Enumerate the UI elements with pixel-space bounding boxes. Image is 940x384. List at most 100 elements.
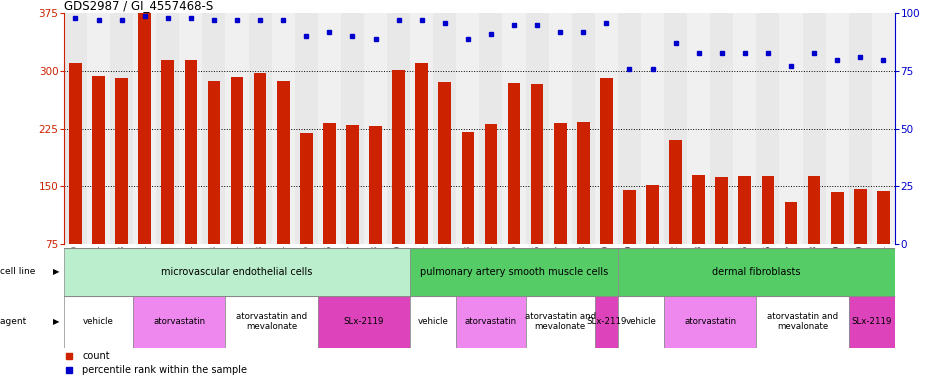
Bar [64, 13, 87, 244]
Bar [687, 13, 711, 244]
Text: cell line: cell line [0, 267, 39, 276]
Bar [248, 13, 272, 244]
Bar [785, 202, 797, 244]
Bar [664, 13, 687, 244]
Bar [116, 78, 128, 244]
Bar [156, 13, 180, 244]
Bar [180, 13, 202, 244]
Bar [64, 248, 410, 296]
Text: SLx-2119: SLx-2119 [587, 317, 627, 326]
Bar [825, 13, 849, 244]
Bar [456, 13, 479, 244]
Bar [133, 13, 156, 244]
Bar [254, 73, 266, 244]
Bar [508, 83, 521, 244]
Bar [849, 296, 895, 348]
Text: ▶: ▶ [53, 267, 59, 276]
Bar [64, 296, 133, 348]
Bar [554, 123, 567, 244]
Text: atorvastatin: atorvastatin [684, 317, 736, 326]
Bar [693, 175, 705, 244]
Bar [871, 13, 895, 244]
Bar [807, 176, 821, 244]
Bar [525, 13, 549, 244]
Bar [669, 140, 682, 244]
Bar [92, 76, 105, 244]
Bar [110, 13, 133, 244]
Bar [877, 191, 889, 244]
Text: percentile rank within the sample: percentile rank within the sample [82, 365, 247, 375]
Bar [572, 13, 595, 244]
Bar [277, 81, 290, 244]
Bar [623, 190, 635, 244]
Bar [341, 13, 364, 244]
Bar [600, 78, 613, 244]
Text: vehicle: vehicle [83, 317, 114, 326]
Text: vehicle: vehicle [625, 317, 656, 326]
Bar [369, 126, 382, 244]
Bar [387, 13, 410, 244]
Bar [226, 13, 248, 244]
Text: count: count [82, 351, 110, 361]
Bar [456, 296, 525, 348]
Bar [392, 70, 405, 244]
Bar [433, 13, 456, 244]
Bar [410, 248, 618, 296]
Bar [410, 13, 433, 244]
Bar [739, 176, 751, 244]
Text: atorvastatin and
mevalonate: atorvastatin and mevalonate [767, 312, 838, 331]
Bar [849, 13, 871, 244]
Bar [133, 296, 226, 348]
Text: dermal fibroblasts: dermal fibroblasts [713, 266, 801, 277]
Bar [226, 296, 318, 348]
Bar [438, 82, 451, 244]
Bar [646, 185, 659, 244]
Text: SLx-2119: SLx-2119 [852, 317, 892, 326]
Bar [364, 13, 387, 244]
Bar [711, 13, 733, 244]
Bar [618, 296, 664, 348]
Bar [295, 13, 318, 244]
Bar [162, 60, 174, 244]
Bar [202, 13, 226, 244]
Text: microvascular endothelial cells: microvascular endothelial cells [162, 266, 313, 277]
Bar [479, 13, 503, 244]
Bar [549, 13, 572, 244]
Bar [230, 77, 243, 244]
Text: GDS2987 / GI_4557468-S: GDS2987 / GI_4557468-S [64, 0, 213, 12]
Bar [184, 60, 197, 244]
Bar [831, 192, 843, 244]
Bar [757, 13, 779, 244]
Bar [485, 124, 497, 244]
Bar [618, 13, 641, 244]
Bar [410, 296, 456, 348]
Bar [346, 125, 359, 244]
Bar [138, 13, 151, 244]
Bar [854, 189, 867, 244]
Bar [531, 84, 543, 244]
Bar [715, 177, 728, 244]
Bar [70, 63, 82, 244]
Bar [595, 13, 618, 244]
Text: vehicle: vehicle [417, 317, 448, 326]
Text: atorvastatin: atorvastatin [465, 317, 517, 326]
Bar [595, 296, 618, 348]
Bar [803, 13, 825, 244]
Text: atorvastatin and
mevalonate: atorvastatin and mevalonate [525, 312, 596, 331]
Bar [664, 296, 757, 348]
Text: ▶: ▶ [53, 317, 59, 326]
Text: atorvastatin and
mevalonate: atorvastatin and mevalonate [236, 312, 307, 331]
Bar [733, 13, 757, 244]
Bar [318, 13, 341, 244]
Bar [87, 13, 110, 244]
Bar [300, 133, 313, 244]
Text: atorvastatin: atorvastatin [153, 317, 206, 326]
Bar [208, 81, 220, 244]
Text: pulmonary artery smooth muscle cells: pulmonary artery smooth muscle cells [420, 266, 608, 277]
Bar [525, 296, 595, 348]
Bar [641, 13, 664, 244]
Bar [272, 13, 295, 244]
Bar [757, 296, 849, 348]
Bar [618, 248, 895, 296]
Bar [779, 13, 803, 244]
